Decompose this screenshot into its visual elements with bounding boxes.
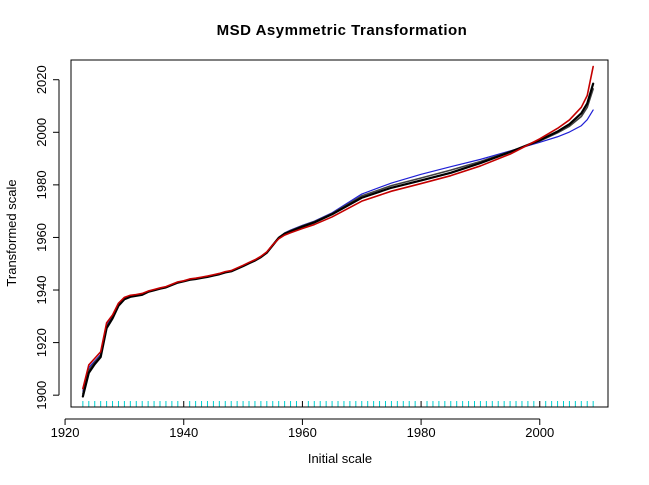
y-tick-label-2: 1940 (34, 276, 49, 305)
y-axis-label: Transformed scale (4, 179, 19, 286)
chart-title: MSD Asymmetric Transformation (217, 22, 468, 39)
x-tick-label-2: 1960 (288, 425, 317, 440)
x-tick-label-4: 2000 (525, 425, 554, 440)
x-tick-label-1: 1940 (169, 425, 198, 440)
x-tick-label-3: 1980 (407, 425, 436, 440)
rug-layer (82, 401, 594, 407)
y-tick-label-5: 2000 (34, 118, 49, 147)
y-tick-label-1: 1920 (34, 328, 49, 357)
y-tick-label-3: 1960 (34, 223, 49, 252)
series-line-3 (82, 65, 594, 390)
series-layer (81, 65, 595, 398)
axes-layer: 1920 1940 1960 1980 200019001920194019601980… (34, 65, 554, 440)
plot-frame (70, 59, 609, 408)
x-tick-label-0: 1920 (51, 425, 80, 440)
y-tick-label-0: 1900 (34, 381, 49, 410)
y-tick-label-4: 1980 (34, 170, 49, 199)
x-axis-label: Initial scale (308, 451, 372, 466)
y-tick-label-6: 2020 (34, 65, 49, 94)
